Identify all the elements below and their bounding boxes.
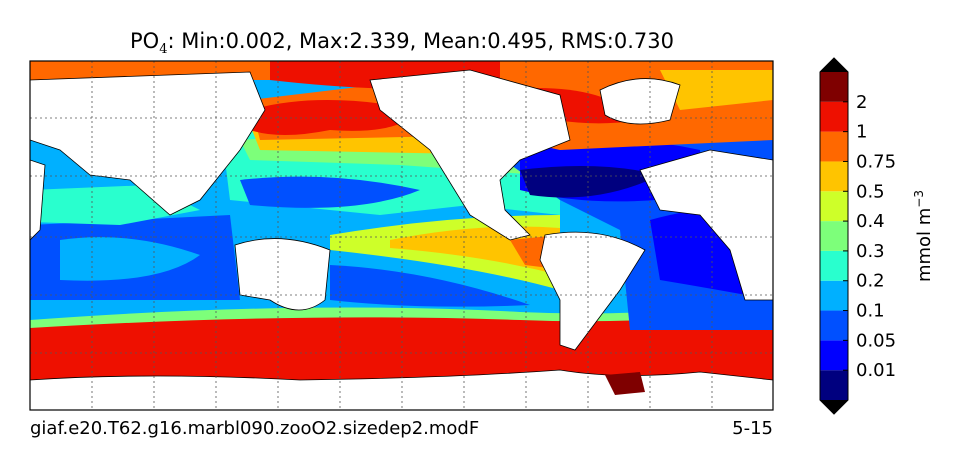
title: PO4: Min:0.002, Max:2.339, Mean:0.495, R… bbox=[130, 29, 674, 57]
colorbar-tick-label: 0.01 bbox=[856, 360, 896, 381]
colorbar-band bbox=[820, 72, 848, 102]
colorbar-band bbox=[820, 191, 848, 222]
colorbar-tick-label: 2 bbox=[856, 92, 867, 113]
title-stats: : Min:0.002, Max:2.339, Mean:0.495, RMS:… bbox=[167, 29, 674, 53]
colorbar-band bbox=[820, 161, 848, 192]
colorbar-label: mmol m−3 bbox=[912, 190, 935, 282]
colorbar-tick-label: 0.75 bbox=[856, 151, 896, 172]
colorbar-extend-min bbox=[820, 400, 848, 414]
colorbar-band bbox=[820, 370, 848, 400]
colorbar-band bbox=[820, 340, 848, 371]
colorbar: 0.01 0.05 0.1 0.2 0.3 0.4 0.5 0.75 1 2 bbox=[819, 57, 896, 415]
colorbar-unit: mmol m bbox=[914, 208, 935, 282]
colorbar-band bbox=[820, 131, 848, 162]
colorbar-unit-exponent: −3 bbox=[912, 190, 926, 208]
footer-years: 5-15 bbox=[732, 418, 773, 439]
map-frame bbox=[29, 60, 774, 411]
colorbar-band bbox=[820, 101, 848, 132]
colorbar-tick-label: 0.3 bbox=[856, 241, 885, 262]
colorbar-band bbox=[820, 250, 848, 281]
colorbar-band bbox=[820, 280, 848, 311]
title-species: PO bbox=[130, 29, 159, 53]
title-subscript: 4 bbox=[159, 42, 167, 57]
colorbar-tick-label: 0.2 bbox=[856, 271, 885, 292]
colorbar-tick-label: 0.5 bbox=[856, 181, 885, 202]
footer-case: giaf.e20.T62.g16.marbl090.zooO2.sizedep2… bbox=[30, 418, 479, 439]
map bbox=[30, 61, 773, 410]
colorbar-band bbox=[820, 221, 848, 251]
colorbar-outline bbox=[819, 57, 849, 415]
colorbar-tick-label: 0.05 bbox=[856, 330, 896, 351]
colorbar-tick-label: 1 bbox=[856, 122, 867, 143]
colorbar-extend-max bbox=[820, 58, 848, 72]
colorbar-tick-label: 0.4 bbox=[856, 211, 885, 232]
graticule bbox=[30, 61, 773, 410]
colorbar-tick-label: 0.1 bbox=[856, 301, 885, 322]
colorbar-band bbox=[820, 310, 848, 341]
